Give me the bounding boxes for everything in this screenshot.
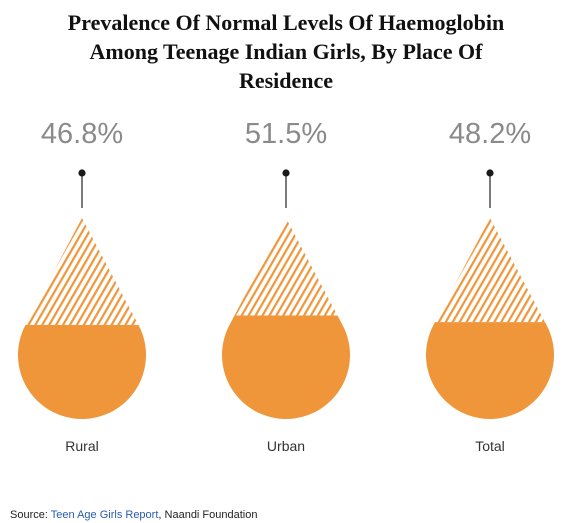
value-label-urban: 51.5% (245, 118, 327, 150)
drop-fill-total (426, 322, 554, 420)
source-note: Source: Teen Age Girls Report, Naandi Fo… (10, 509, 257, 521)
value-label-total: 48.2% (449, 118, 531, 150)
chart-title-line-2: Among Teenage Indian Girls, By Place Of (89, 39, 483, 64)
chart-title-line-1: Prevalence Of Normal Levels Of Haemoglob… (67, 10, 505, 35)
source-suffix: , Naandi Foundation (158, 509, 258, 521)
chart-title: Prevalence Of Normal Levels Of Haemoglob… (0, 8, 572, 95)
value-label-rural: 46.8% (41, 118, 123, 150)
pin-dot-urban (282, 169, 290, 177)
drop-hatch-total (426, 218, 554, 323)
pin-dot-total (486, 169, 494, 177)
pin-dot-rural (78, 169, 86, 177)
drop-hatch-urban (221, 218, 351, 316)
source-prefix: Source: (10, 509, 51, 521)
chart-title-line-3: Residence (238, 68, 334, 93)
category-label-rural: Rural (65, 438, 98, 454)
drop-fill-urban (221, 315, 351, 420)
drop-total: 48.2% Total (426, 118, 554, 454)
category-label-urban: Urban (267, 438, 305, 454)
source-report-link[interactable]: Teen Age Girls Report (50, 509, 159, 521)
drop-chart: 46.8% Rural 51.5% Urban 48.2% Total (17, 118, 554, 454)
chart-marks: 46.8% Rural 51.5% Urban 48.2% Total (17, 118, 554, 454)
category-label-total: Total (475, 438, 505, 454)
drop-fill-rural (17, 324, 147, 420)
drop-hatch-rural (17, 218, 147, 325)
drop-urban: 51.5% Urban (221, 118, 351, 454)
drop-rural: 46.8% Rural (17, 118, 147, 454)
